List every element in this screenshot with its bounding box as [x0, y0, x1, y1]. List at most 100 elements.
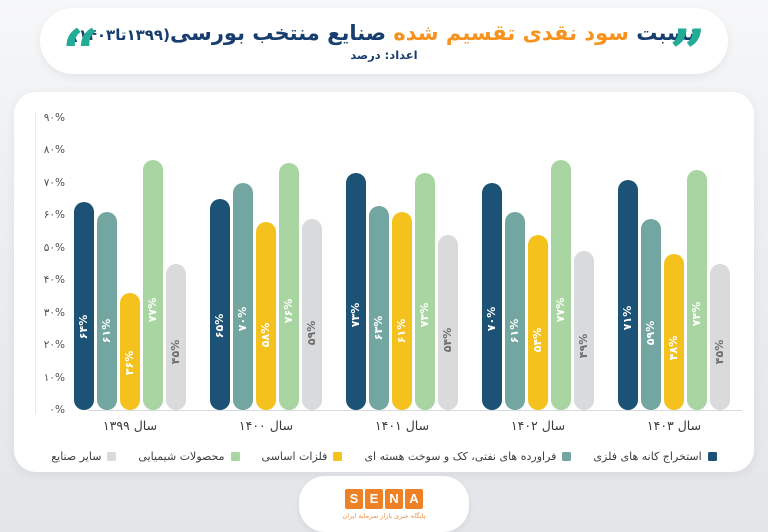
legend: استخراج کانه های فلزی فراورده های نفتی، ک… — [14, 450, 754, 463]
logo-letter: N — [385, 488, 403, 509]
logo-tagline: پایگاه خبری بازار سرمایه ایران — [342, 511, 426, 520]
legend-swatch — [230, 452, 240, 461]
bar-series4-year3: ۷۳% — [415, 173, 435, 410]
bar-series3-year3: ۶۱% — [392, 212, 412, 410]
bar-series1-year5: ۷۱% — [618, 179, 638, 410]
x-category-label: سال ۱۳۹۹ — [102, 418, 158, 433]
y-tick-label: ۸۰% — [43, 144, 65, 157]
page-title-segment: صنایع منتخب بورسی — [169, 20, 387, 45]
legend-swatch — [107, 452, 117, 461]
bar-series1-year3: ۷۳% — [346, 173, 366, 410]
bar-series3-year4: ۵۴% — [528, 234, 548, 410]
y-tick-label: ۲۰% — [43, 339, 65, 352]
y-tick-label: ۹۰% — [43, 112, 65, 124]
bar-series4-year4: ۷۷% — [551, 160, 571, 410]
bar-value-label: ۶۳% — [372, 316, 385, 341]
bar-value-label: ۷۳% — [418, 303, 431, 328]
bar-group: ۷۳% ۶۳% ۶۱% ۷۳% ۵۴% — [346, 173, 458, 410]
units-note: اعداد: درصد — [350, 47, 418, 62]
legend-label: فلزات اساسی — [261, 450, 328, 463]
bar-series1-year2: ۶۵% — [210, 199, 230, 410]
bar-value-label: ۷۷% — [554, 297, 567, 323]
bar-series5-year3: ۵۴% — [438, 234, 458, 410]
legend-item: سایر صنایع — [51, 450, 117, 463]
y-tick-label: ۷۰% — [43, 176, 65, 189]
bar-value-label: ۵۴% — [441, 327, 454, 353]
bar-series5-year5: ۴۵% — [710, 264, 730, 410]
logo-letter: A — [405, 488, 423, 509]
bar-series4-year2: ۷۶% — [279, 163, 299, 410]
page-title-segment: نسبت — [628, 20, 697, 45]
bar-group: ۶۵% ۷۰% ۵۸% ۷۶% ۵۹% — [210, 163, 322, 410]
x-category-label: سال ۱۴۰۲ — [510, 418, 566, 433]
bar-value-label: ۷۳% — [349, 303, 362, 328]
bar-series3-year5: ۴۸% — [664, 254, 684, 410]
bar-series2-year5: ۵۹% — [641, 218, 661, 410]
bar-value-label: ۵۸% — [259, 322, 272, 347]
legend-label: فراورده های نفتی، کک و سوخت هسته ای — [364, 450, 557, 463]
bar-series5-year1: ۴۵% — [166, 264, 186, 410]
bar-value-label: ۷۰% — [485, 306, 498, 332]
bar-series2-year3: ۶۳% — [369, 205, 389, 410]
legend-swatch — [707, 452, 717, 461]
y-tick-label: ۳۰% — [43, 306, 65, 319]
bar-series5-year2: ۵۹% — [302, 218, 322, 410]
bar-value-label: ۷۱% — [621, 305, 634, 331]
page-title-segment: (۱۳۹۹تا۱۴۰۳) — [71, 25, 170, 44]
bar-group: ۷۱% ۵۹% ۴۸% ۷۴% ۴۵% — [618, 169, 730, 410]
bar-value-label: ۷۷% — [146, 297, 159, 323]
y-axis-line — [35, 112, 36, 414]
bar-value-label: ۵۹% — [305, 321, 318, 346]
bar-value-label: ۵۴% — [531, 327, 544, 353]
bar-value-label: ۴۵% — [169, 339, 182, 364]
legend-item: استخراج کانه های فلزی — [593, 450, 717, 463]
legend-label: محصولات شیمیایی — [138, 450, 225, 463]
legend-swatch — [333, 452, 343, 461]
bar-value-label: ۴۹% — [577, 334, 590, 359]
bar-series2-year2: ۷۰% — [233, 182, 253, 410]
bar-series4-year5: ۷۴% — [687, 169, 707, 410]
bar-series2-year1: ۶۱% — [97, 212, 117, 410]
bar-series2-year4: ۶۱% — [505, 212, 525, 410]
bar-group: ۶۴% ۶۱% ۳۶% ۷۷% ۴۵% — [74, 160, 186, 410]
bar-series4-year1: ۷۷% — [143, 160, 163, 410]
legend-label: استخراج کانه های فلزی — [593, 450, 702, 463]
y-tick-label: ۰% — [49, 404, 65, 416]
page-title-segment: سود نقدی تقسیم شده — [386, 20, 629, 45]
bar-series5-year4: ۴۹% — [574, 251, 594, 410]
bar-value-label: ۳۶% — [123, 351, 136, 376]
bar-value-label: ۶۱% — [395, 318, 408, 344]
x-category-label: سال ۱۴۰۰ — [238, 418, 294, 433]
bar-value-label: ۶۴% — [77, 314, 90, 340]
legend-item: فراورده های نفتی، کک و سوخت هسته ای — [364, 450, 572, 463]
bar-series1-year4: ۷۰% — [482, 182, 502, 410]
bar-value-label: ۶۱% — [508, 318, 521, 344]
bar-series3-year1: ۳۶% — [120, 293, 140, 410]
title-banner: “ ” نسبت سود نقدی تقسیم شده صنایع منتخب … — [40, 8, 728, 86]
bar-group: ۷۰% ۶۱% ۵۴% ۷۷% ۴۹% — [482, 160, 594, 410]
x-category-label: سال ۱۴۰۱ — [374, 418, 430, 433]
bar-value-label: ۶۱% — [100, 318, 113, 344]
bar-value-label: ۴۸% — [667, 335, 680, 360]
legend-item: فلزات اساسی — [262, 450, 343, 463]
bar-value-label: ۶۵% — [213, 313, 226, 338]
logo-letter: S — [345, 488, 363, 509]
bar-value-label: ۷۰% — [236, 306, 249, 332]
y-tick-label: ۱۰% — [43, 371, 65, 384]
page-title: نسبت سود نقدی تقسیم شده صنایع منتخب بورس… — [72, 21, 697, 45]
y-tick-label: ۶۰% — [43, 209, 65, 222]
legend-item: محصولات شیمیایی — [138, 450, 240, 463]
x-category-label: سال ۱۴۰۳ — [646, 418, 702, 433]
bar-value-label: ۵۹% — [644, 321, 657, 346]
bar-series1-year1: ۶۴% — [74, 202, 94, 410]
x-axis-line — [88, 410, 742, 411]
chart-card: ۰% ۱۰% ۲۰% ۳۰% ۴۰% ۵۰% ۶۰% ۷۰% ۸۰% ۹۰% ۶۴% ۶۱% ۳۶% ۷۷… — [14, 92, 754, 472]
y-tick-label: ۵۰% — [43, 241, 65, 254]
legend-label: سایر صنایع — [51, 450, 102, 463]
bar-value-label: ۷۴% — [690, 301, 703, 327]
y-tick-label: ۴۰% — [43, 274, 65, 287]
bar-value-label: ۷۶% — [282, 299, 295, 324]
